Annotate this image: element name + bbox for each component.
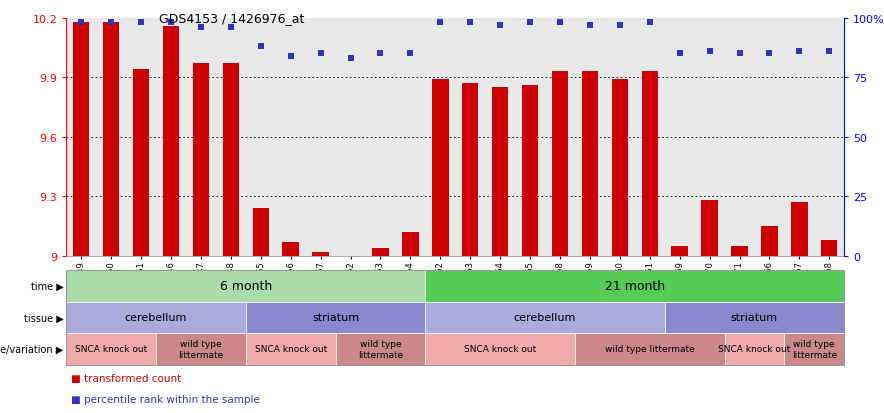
Bar bbox=[253, 209, 269, 256]
Bar bbox=[612, 80, 628, 256]
Bar bbox=[372, 248, 389, 256]
Text: ■ percentile rank within the sample: ■ percentile rank within the sample bbox=[71, 394, 260, 404]
Bar bbox=[821, 240, 837, 256]
Bar bbox=[552, 72, 568, 256]
Text: ■ transformed count: ■ transformed count bbox=[71, 373, 181, 383]
Text: wild type
littermate: wild type littermate bbox=[358, 339, 403, 358]
Bar bbox=[492, 88, 508, 256]
Text: GDS4153 / 1426976_at: GDS4153 / 1426976_at bbox=[159, 12, 304, 25]
Text: cerebellum: cerebellum bbox=[125, 313, 187, 323]
Bar bbox=[312, 252, 329, 256]
Bar bbox=[522, 86, 538, 256]
Bar bbox=[761, 226, 778, 256]
Bar bbox=[163, 26, 179, 256]
Text: striatum: striatum bbox=[731, 313, 778, 323]
Bar bbox=[133, 70, 149, 256]
Bar bbox=[432, 80, 448, 256]
Bar bbox=[73, 23, 89, 256]
Bar bbox=[402, 233, 419, 256]
Text: SNCA knock out: SNCA knock out bbox=[255, 344, 327, 354]
Text: wild type
littermate: wild type littermate bbox=[179, 339, 224, 358]
Text: time ▶: time ▶ bbox=[31, 281, 64, 291]
Text: 21 month: 21 month bbox=[605, 280, 665, 293]
Bar bbox=[642, 72, 658, 256]
Text: SNCA knock out: SNCA knock out bbox=[464, 344, 537, 354]
Bar bbox=[283, 242, 299, 256]
Text: wild type
littermate: wild type littermate bbox=[792, 339, 837, 358]
Text: tissue ▶: tissue ▶ bbox=[24, 313, 64, 323]
Bar bbox=[582, 72, 598, 256]
Bar bbox=[791, 203, 808, 256]
Bar bbox=[701, 201, 718, 256]
Text: genotype/variation ▶: genotype/variation ▶ bbox=[0, 344, 64, 354]
Text: cerebellum: cerebellum bbox=[514, 313, 576, 323]
Text: wild type littermate: wild type littermate bbox=[605, 344, 695, 354]
Text: SNCA knock out: SNCA knock out bbox=[75, 344, 148, 354]
Bar bbox=[462, 84, 478, 256]
Bar bbox=[193, 64, 210, 256]
Bar bbox=[731, 246, 748, 256]
Bar bbox=[672, 246, 688, 256]
Text: SNCA knock out: SNCA knock out bbox=[719, 344, 790, 354]
Bar bbox=[223, 64, 239, 256]
Text: 6 month: 6 month bbox=[220, 280, 272, 293]
Text: striatum: striatum bbox=[312, 313, 359, 323]
Bar bbox=[103, 23, 119, 256]
